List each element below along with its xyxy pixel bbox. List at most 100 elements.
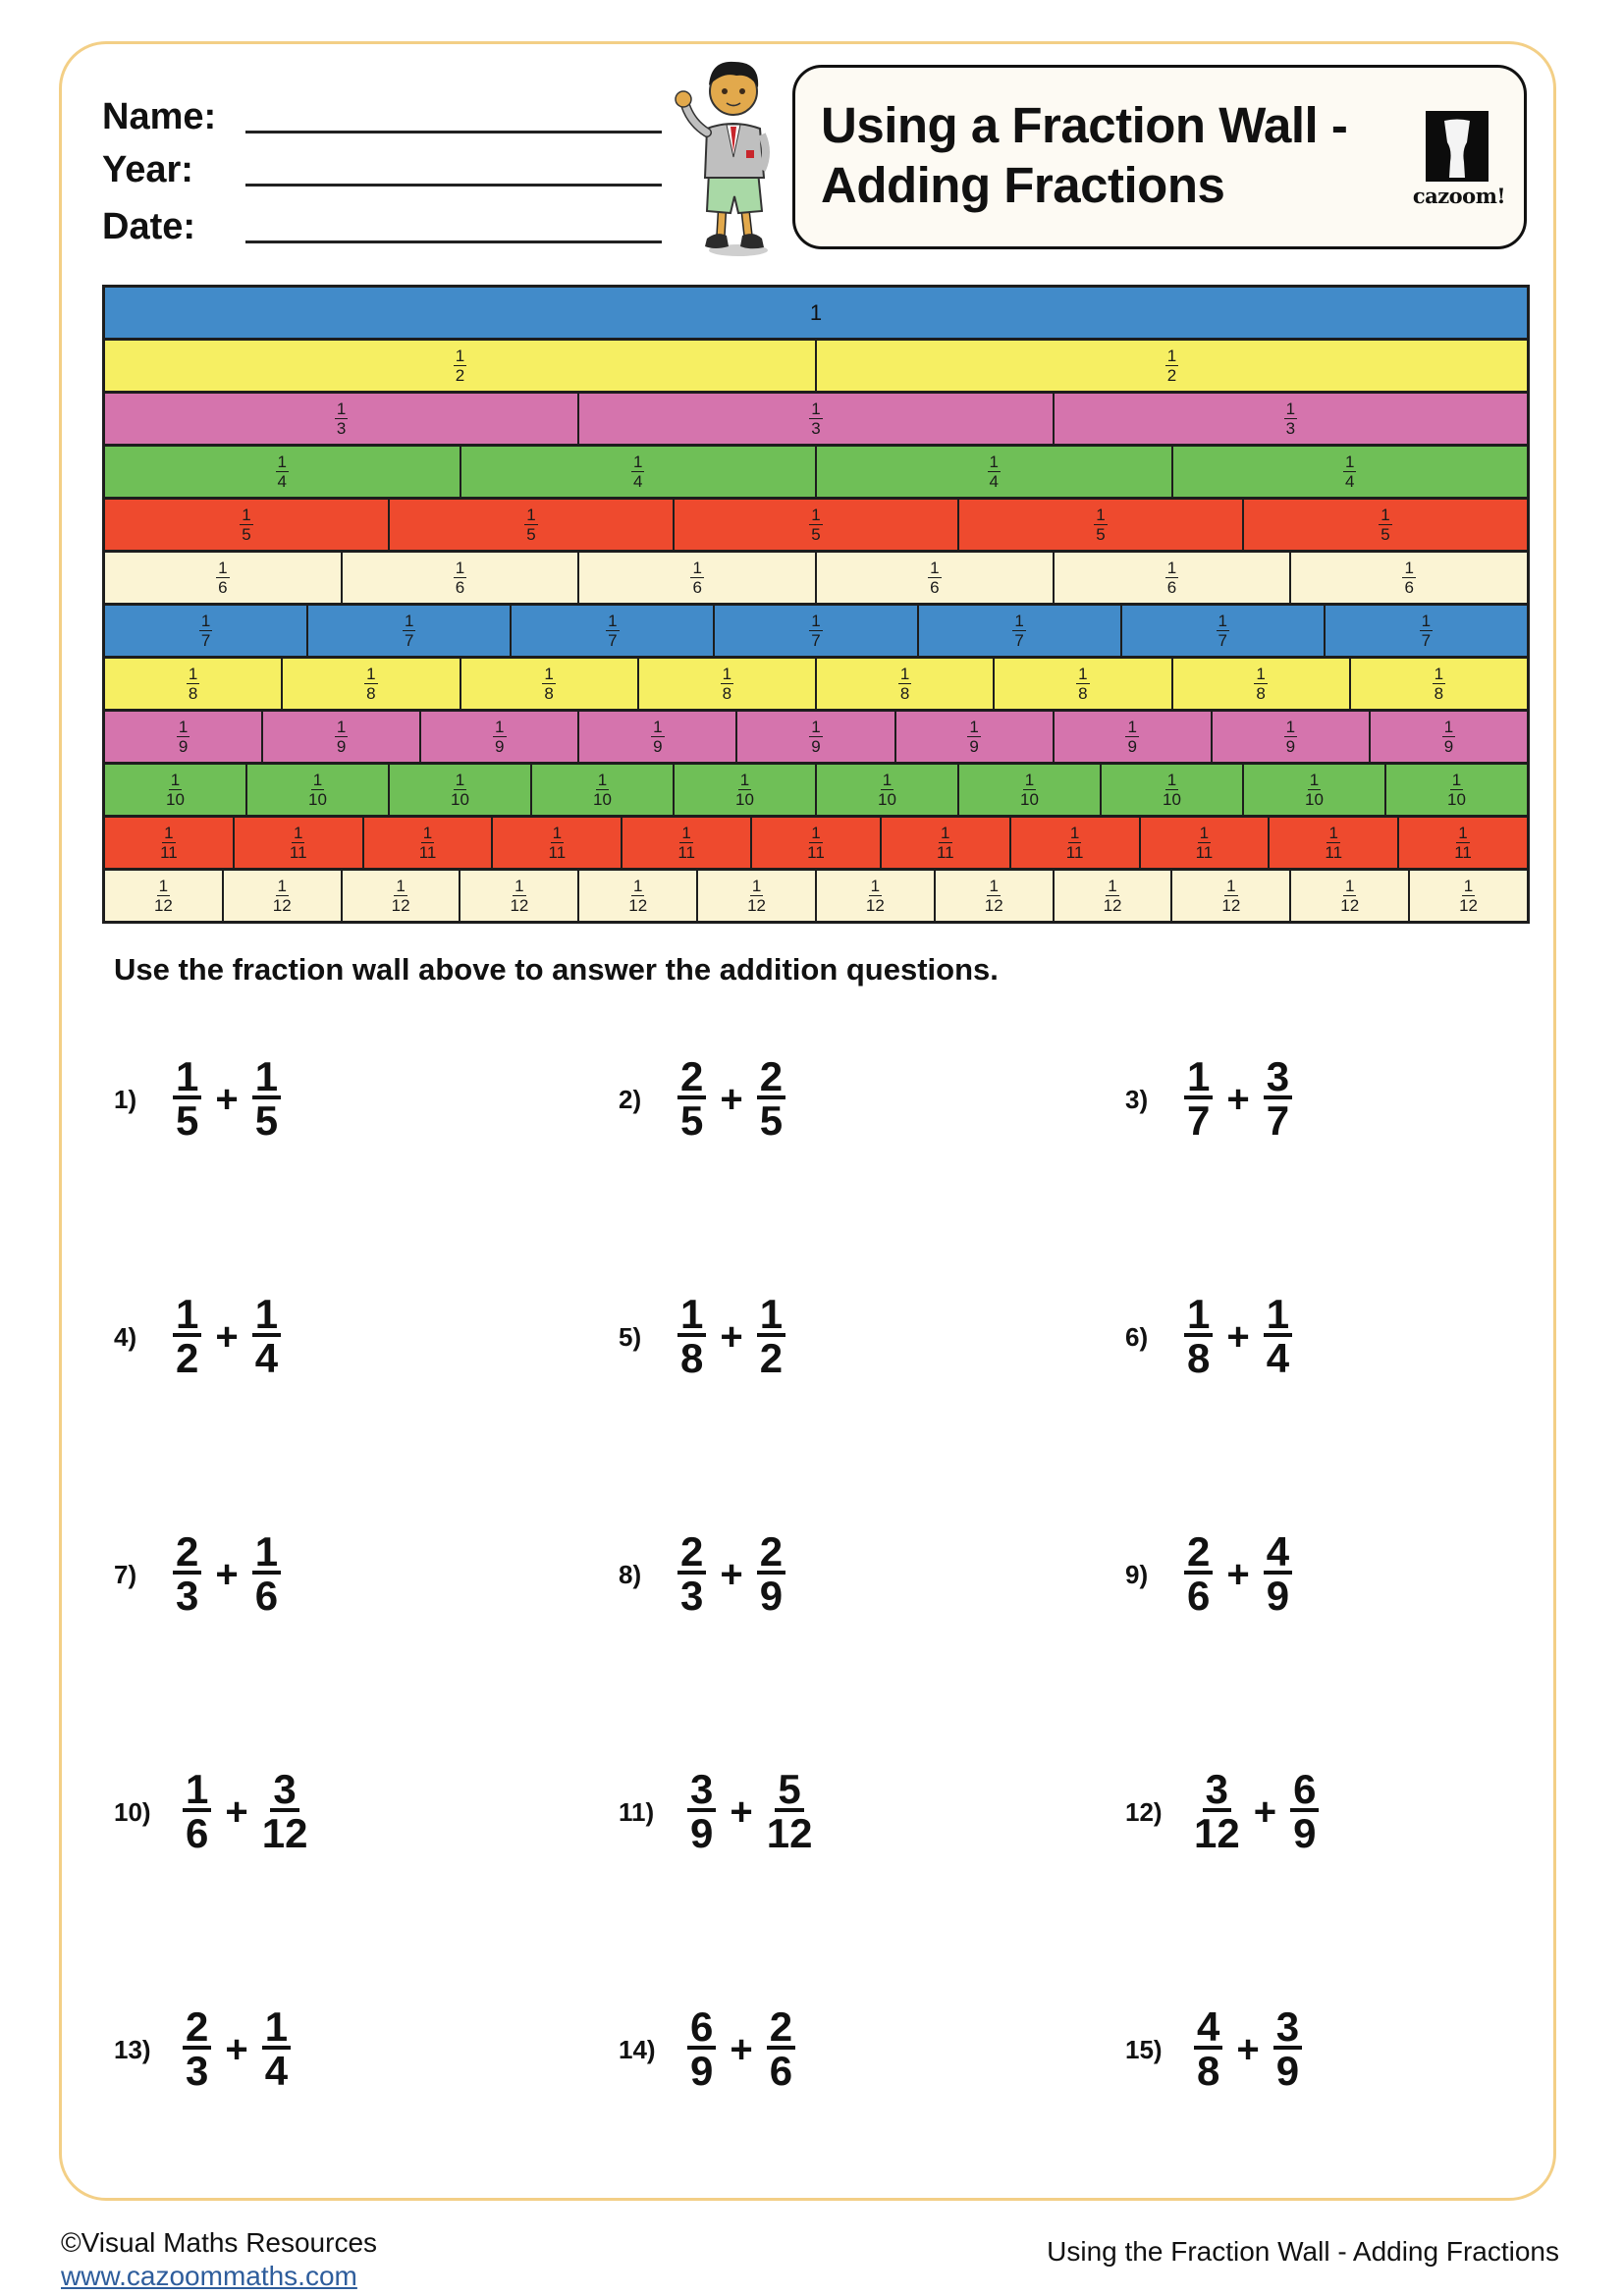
denominator: 3 bbox=[336, 419, 347, 438]
denominator: 4 bbox=[264, 2048, 289, 2094]
denominator: 4 bbox=[989, 472, 999, 491]
numerator: 1 bbox=[1449, 771, 1464, 790]
question-number: 2) bbox=[619, 1084, 642, 1114]
name-field[interactable]: Name: bbox=[102, 86, 662, 135]
denominator: 7 bbox=[811, 631, 821, 650]
numerator: 1 bbox=[453, 559, 467, 578]
numerator: 1 bbox=[868, 877, 883, 896]
denominator: 12 bbox=[984, 896, 1003, 915]
denominator: 11 bbox=[1195, 843, 1214, 862]
unit-fraction: 1 11 bbox=[549, 824, 567, 862]
denominator: 6 bbox=[1404, 578, 1414, 597]
numerator: 1 bbox=[420, 824, 435, 843]
name-input-line[interactable] bbox=[245, 131, 662, 133]
unit-fraction: 1 11 bbox=[1325, 824, 1342, 862]
numerator: 4 bbox=[1263, 1531, 1293, 1575]
denominator: 6 bbox=[1187, 1573, 1211, 1619]
numerator: 1 bbox=[630, 877, 645, 896]
plus-sign: + bbox=[720, 1078, 743, 1121]
denominator: 9 bbox=[1275, 2048, 1300, 2094]
question-10: 10) 1 6 +3 12 bbox=[114, 1769, 307, 1854]
denominator: 9 bbox=[690, 1810, 714, 1856]
unit-fraction: 1 11 bbox=[807, 824, 825, 862]
wall-cell: 1 12 bbox=[1172, 871, 1292, 921]
numerator: 1 bbox=[809, 824, 823, 843]
unit-fraction: 1 10 bbox=[1163, 771, 1181, 809]
denominator: 10 bbox=[166, 790, 185, 809]
numerator: 1 bbox=[1076, 665, 1090, 684]
denominator: 4 bbox=[633, 472, 643, 491]
numerator: 1 bbox=[987, 453, 1001, 472]
numerator: 1 bbox=[1441, 718, 1456, 737]
denominator: 8 bbox=[1197, 2048, 1220, 2094]
numerator: 1 bbox=[1022, 771, 1037, 790]
numerator: 1 bbox=[1456, 824, 1470, 843]
numerator: 1 bbox=[162, 824, 176, 843]
unit-fraction: 1 12 bbox=[154, 877, 173, 915]
year-input-line[interactable] bbox=[245, 184, 662, 187]
plus-sign: + bbox=[215, 1078, 239, 1121]
denominator: 3 bbox=[1285, 419, 1296, 438]
question-number: 14) bbox=[619, 2034, 656, 2064]
numerator: 1 bbox=[251, 1531, 282, 1575]
date-field[interactable]: Date: bbox=[102, 196, 662, 245]
wall-cell: 1 11 bbox=[752, 818, 882, 868]
fraction-b: 5 12 bbox=[767, 1769, 813, 1854]
numerator: 1 bbox=[251, 1056, 282, 1099]
denominator: 8 bbox=[680, 1335, 704, 1381]
numerator: 3 bbox=[270, 1769, 299, 1812]
denominator: 11 bbox=[160, 843, 178, 862]
year-field[interactable]: Year: bbox=[102, 139, 662, 188]
question-8: 8) 2 3 +2 9 bbox=[619, 1531, 786, 1619]
question-5: 5) 1 8 +1 2 bbox=[619, 1294, 786, 1381]
whole-label: 1 bbox=[809, 299, 823, 325]
denominator: 11 bbox=[1325, 843, 1343, 862]
question-number: 7) bbox=[114, 1559, 137, 1589]
denominator: 11 bbox=[807, 843, 825, 862]
denominator: 7 bbox=[1421, 631, 1432, 650]
logo-text: cazoom! bbox=[1412, 184, 1506, 208]
wall-row-1: 1 bbox=[105, 288, 1527, 341]
date-input-line[interactable] bbox=[245, 240, 662, 243]
mascot-boy-icon bbox=[675, 61, 770, 256]
question-number: 4) bbox=[114, 1321, 137, 1352]
denominator: 10 bbox=[1163, 790, 1181, 809]
plus-sign: + bbox=[1226, 1315, 1250, 1359]
numerator: 1 bbox=[1184, 1056, 1214, 1099]
denominator: 7 bbox=[1187, 1097, 1211, 1144]
numerator: 1 bbox=[1125, 718, 1139, 737]
numerator: 1 bbox=[1419, 612, 1434, 631]
unit-fraction: 1 11 bbox=[937, 824, 954, 862]
denominator: 7 bbox=[404, 631, 414, 650]
denominator: 3 bbox=[680, 1573, 704, 1619]
numerator: 1 bbox=[310, 771, 325, 790]
denominator: 10 bbox=[735, 790, 754, 809]
unit-fraction: 1 11 bbox=[290, 824, 307, 862]
numerator: 1 bbox=[453, 771, 467, 790]
numerator: 1 bbox=[394, 877, 407, 896]
website-link[interactable]: www.cazoommaths.com bbox=[61, 2261, 357, 2291]
unit-fraction: 1 12 bbox=[866, 877, 885, 915]
